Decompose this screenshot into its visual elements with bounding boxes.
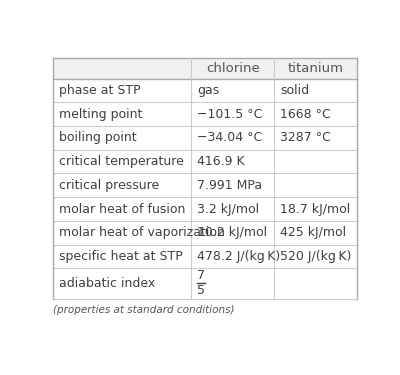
Text: adiabatic index: adiabatic index xyxy=(59,277,155,290)
Bar xyxy=(53,150,357,174)
Text: gas: gas xyxy=(197,84,219,97)
Text: 520 J/(kg K): 520 J/(kg K) xyxy=(280,250,351,263)
Text: 3287 °C: 3287 °C xyxy=(280,132,331,144)
Text: chlorine: chlorine xyxy=(206,62,260,75)
Bar xyxy=(53,102,357,126)
Text: (properties at standard conditions): (properties at standard conditions) xyxy=(53,305,234,315)
Text: 1668 °C: 1668 °C xyxy=(280,108,330,121)
Text: 5: 5 xyxy=(197,284,205,297)
Text: boiling point: boiling point xyxy=(59,132,136,144)
Bar xyxy=(53,197,357,221)
Text: 3.2 kJ/mol: 3.2 kJ/mol xyxy=(197,202,259,216)
Text: 7.991 MPa: 7.991 MPa xyxy=(197,179,262,192)
Text: 416.9 K: 416.9 K xyxy=(197,155,244,168)
Text: −101.5 °C: −101.5 °C xyxy=(197,108,262,121)
Text: titanium: titanium xyxy=(288,62,344,75)
Text: solid: solid xyxy=(280,84,309,97)
Text: −34.04 °C: −34.04 °C xyxy=(197,132,262,144)
Text: specific heat at STP: specific heat at STP xyxy=(59,250,182,263)
Text: phase at STP: phase at STP xyxy=(59,84,140,97)
Text: molar heat of vaporization: molar heat of vaporization xyxy=(59,226,224,239)
Bar xyxy=(53,58,357,79)
Bar xyxy=(53,221,357,245)
Bar xyxy=(53,79,357,102)
Text: 478.2 J/(kg K): 478.2 J/(kg K) xyxy=(197,250,280,263)
Text: molar heat of fusion: molar heat of fusion xyxy=(59,202,185,216)
Bar xyxy=(53,174,357,197)
Text: 10.2 kJ/mol: 10.2 kJ/mol xyxy=(197,226,267,239)
Text: 18.7 kJ/mol: 18.7 kJ/mol xyxy=(280,202,350,216)
Bar xyxy=(53,244,357,268)
Text: 7: 7 xyxy=(197,269,205,282)
Bar xyxy=(53,126,357,150)
Text: 425 kJ/mol: 425 kJ/mol xyxy=(280,226,346,239)
Text: critical pressure: critical pressure xyxy=(59,179,159,192)
Text: melting point: melting point xyxy=(59,108,142,121)
Text: critical temperature: critical temperature xyxy=(59,155,184,168)
